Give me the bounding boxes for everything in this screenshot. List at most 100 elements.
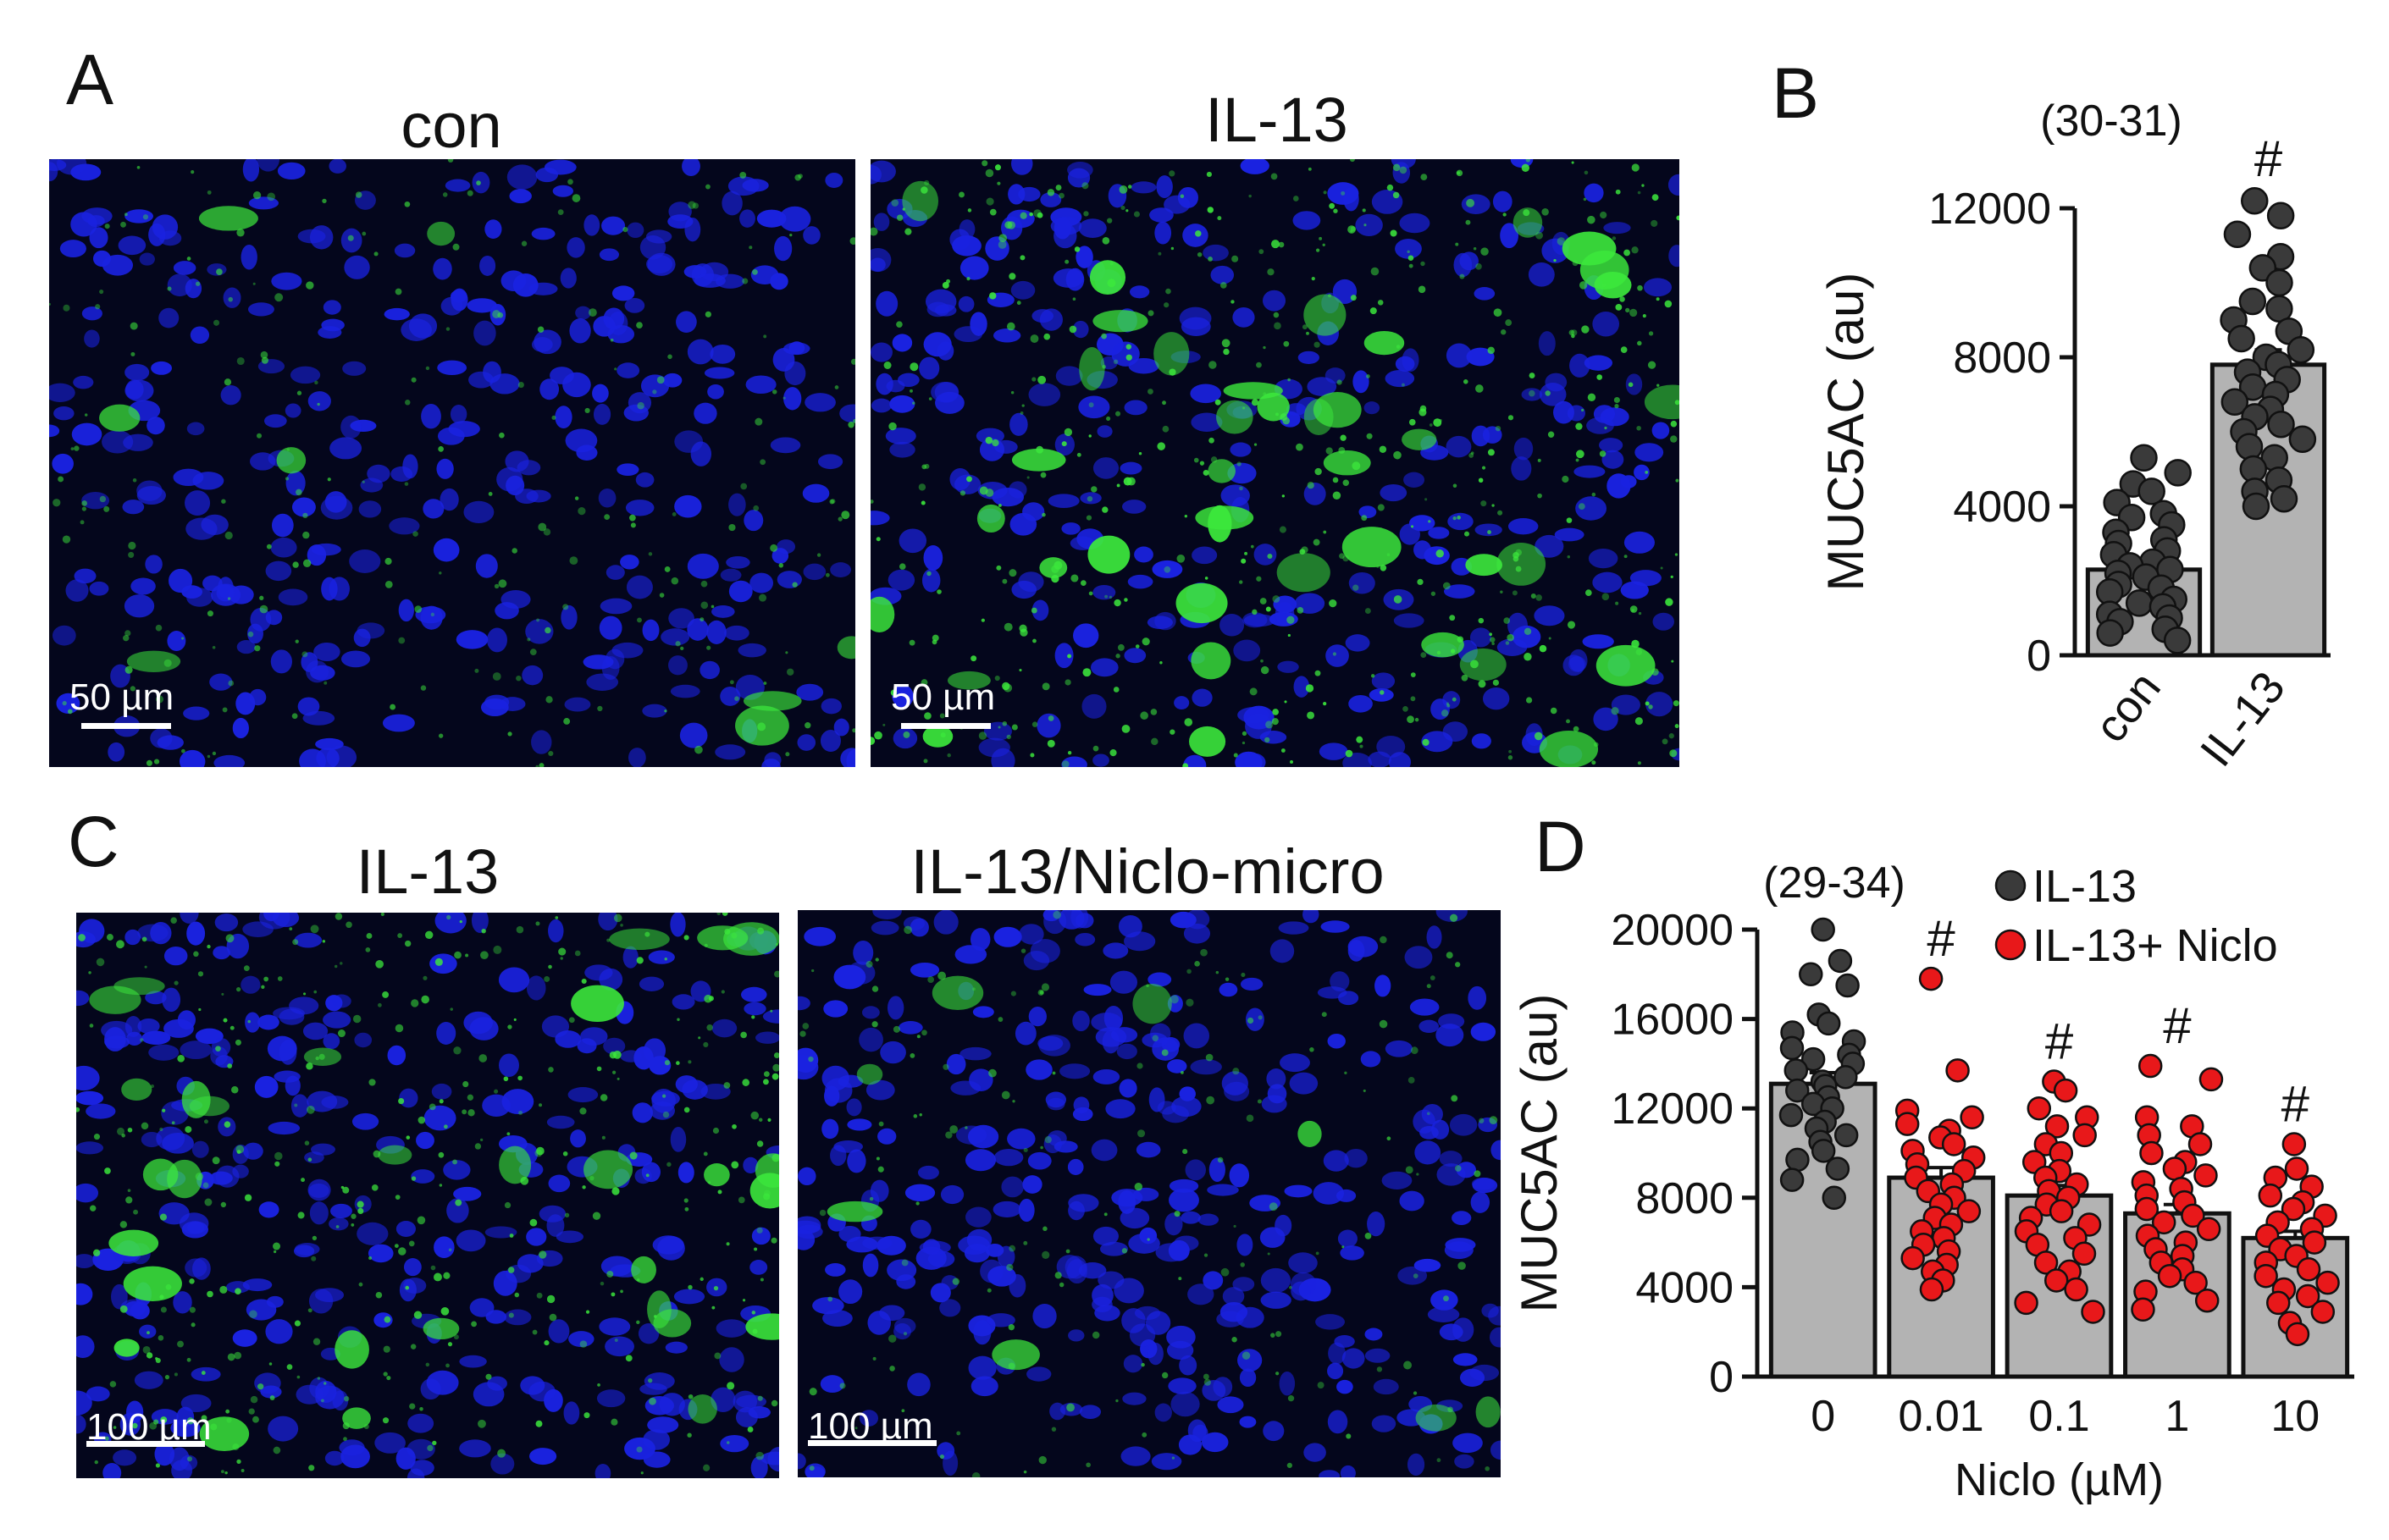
- nucleus: [639, 976, 665, 991]
- stain-granule: [420, 685, 427, 691]
- nucleus: [484, 219, 502, 240]
- stain-granule: [1648, 331, 1654, 336]
- nucleus: [186, 921, 206, 946]
- stain-granule: [494, 1089, 499, 1094]
- nucleus: [1007, 1128, 1036, 1150]
- stain-granule: [1010, 991, 1016, 996]
- stain-granule: [1455, 242, 1459, 246]
- stain-granule: [459, 920, 462, 924]
- stain-granule: [1182, 1149, 1188, 1155]
- stain-granule: [1009, 273, 1016, 280]
- stain-granule: [1451, 1095, 1458, 1102]
- stain-granule: [307, 1157, 312, 1162]
- stain-granule: [1571, 329, 1578, 336]
- stain-granule: [700, 617, 705, 622]
- nucleus: [382, 714, 415, 732]
- stain-granule: [583, 1412, 590, 1419]
- stain-granule: [1485, 1465, 1490, 1471]
- stain-granule: [445, 327, 451, 331]
- stain-cluster: [827, 1201, 883, 1223]
- nucleus: [617, 463, 639, 477]
- nucleus: [351, 1112, 379, 1130]
- nucleus: [258, 1201, 279, 1218]
- stain-granule: [395, 288, 402, 295]
- stain-granule: [1023, 1147, 1028, 1153]
- stain-granule: [1392, 163, 1401, 172]
- nucleus: [1430, 698, 1450, 720]
- x-tick-label: IL-13: [2191, 662, 2295, 776]
- stain-granule: [574, 496, 579, 500]
- stain-granule: [1136, 1063, 1143, 1069]
- nucleus: [296, 1384, 324, 1405]
- scale-bar-label: 50 µm: [891, 676, 996, 718]
- stain-granule: [442, 192, 448, 197]
- stain-granule: [1267, 268, 1275, 276]
- nucleus: [1081, 693, 1107, 719]
- nucleus: [456, 1229, 486, 1252]
- nucleus: [694, 273, 726, 288]
- nucleus: [1449, 1113, 1478, 1136]
- data-point: [2137, 477, 2165, 505]
- nucleus: [1202, 1380, 1226, 1401]
- nucleus: [871, 342, 893, 362]
- nucleus: [505, 450, 529, 472]
- stain-granule: [1461, 674, 1468, 682]
- stain-granule: [910, 389, 913, 393]
- stain-granule: [1135, 644, 1140, 649]
- stain-granule: [1306, 331, 1309, 335]
- nucleus: [141, 1131, 163, 1148]
- nucleus: [517, 1254, 544, 1273]
- nucleus: [861, 1006, 880, 1019]
- nucleus: [531, 227, 556, 240]
- stain-granule: [146, 759, 152, 766]
- nucleus: [493, 1270, 517, 1296]
- stain-granule: [1550, 707, 1557, 715]
- stain-granule: [916, 1035, 921, 1039]
- stain-cluster: [1132, 983, 1172, 1024]
- stain-granule: [994, 675, 1000, 682]
- stain-granule: [805, 722, 811, 729]
- stain-cluster: [1341, 527, 1402, 568]
- stain-granule: [99, 289, 104, 295]
- nucleus: [805, 393, 836, 412]
- stain-granule: [889, 1366, 895, 1372]
- nucleus: [1611, 694, 1640, 715]
- nucleus: [853, 940, 874, 965]
- stain-cluster: [123, 1266, 182, 1301]
- nucleus: [965, 1149, 997, 1172]
- stain-granule: [1521, 163, 1530, 172]
- stain-granule: [224, 1121, 231, 1128]
- data-point: [1811, 917, 1835, 942]
- nucleus: [499, 697, 526, 711]
- nucleus: [163, 1018, 194, 1038]
- nucleus: [1482, 687, 1510, 710]
- scale-bar: [81, 723, 171, 729]
- stain-granule: [763, 1071, 770, 1078]
- stain-cluster: [1276, 553, 1330, 593]
- nucleus: [243, 1142, 263, 1160]
- stain-granule: [729, 680, 734, 685]
- stain-granule: [535, 764, 539, 767]
- stain-granule: [1441, 709, 1449, 717]
- nucleus: [1040, 192, 1062, 207]
- nucleus: [720, 568, 742, 582]
- stain-granule: [1329, 599, 1337, 608]
- nucleus: [74, 568, 97, 584]
- stain-granule: [915, 1201, 920, 1206]
- nucleus: [467, 298, 497, 313]
- stain-granule: [398, 1247, 406, 1256]
- stain-granule: [383, 1372, 388, 1377]
- nucleus: [257, 1014, 279, 1030]
- stain-granule: [985, 436, 993, 444]
- stain-granule: [434, 958, 443, 966]
- stain-granule: [966, 277, 971, 281]
- stain-granule: [438, 733, 444, 738]
- nucleus: [265, 560, 292, 582]
- stain-granule: [1125, 344, 1132, 350]
- stain-granule: [1290, 760, 1293, 764]
- stain-granule: [302, 512, 308, 519]
- nucleus: [798, 1167, 816, 1186]
- nucleus: [1121, 1308, 1146, 1333]
- stain-granule: [698, 1036, 701, 1040]
- stain-granule: [306, 1063, 313, 1070]
